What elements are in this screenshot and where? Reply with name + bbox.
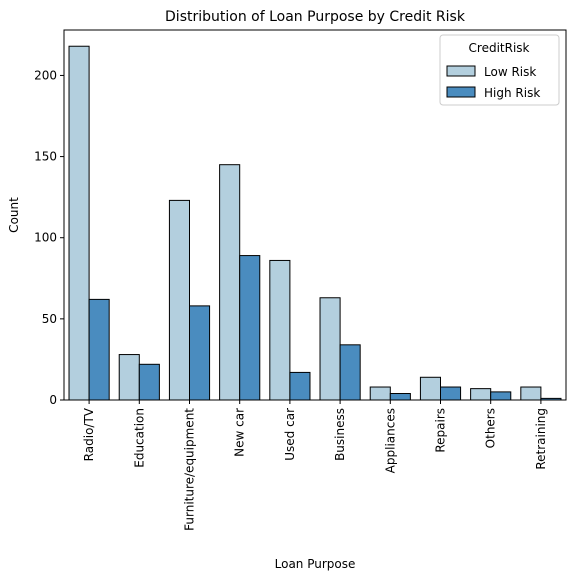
bar-high-risk-0 xyxy=(88,298,110,401)
x-tick-label-1: Education xyxy=(132,408,146,468)
plot-frame xyxy=(63,29,567,401)
x-tick-label-4: Used car xyxy=(283,408,297,461)
y-tick-label-2: 100 xyxy=(34,231,57,245)
bar-high-risk-3 xyxy=(239,255,261,401)
axes xyxy=(63,29,567,401)
chart-title: Distribution of Loan Purpose by Credit R… xyxy=(165,9,466,25)
y-ticks: 0 50 100 150 200 xyxy=(34,68,64,407)
bar-low-risk-1 xyxy=(118,354,140,401)
x-tick-label-5: Business xyxy=(333,408,347,461)
bar-low-risk-3 xyxy=(219,164,241,401)
bar-low-risk-4 xyxy=(269,259,291,401)
y-tick-label-4: 200 xyxy=(34,68,57,82)
legend-label-low-risk: Low Risk xyxy=(484,65,536,79)
bar-low-risk-7 xyxy=(419,376,442,401)
legend-items: Low Risk High Risk xyxy=(446,65,540,100)
x-tick-label-3: New car xyxy=(233,408,247,457)
bar-low-risk-0 xyxy=(68,45,90,401)
bar-high-risk-2 xyxy=(189,305,211,401)
bar-low-risk-8 xyxy=(470,388,492,401)
bar-high-risk-1 xyxy=(138,363,160,401)
legend: CreditRisk Low Risk High Risk xyxy=(439,34,560,106)
x-tick-label-2: Furniture/equipment xyxy=(183,408,197,531)
x-tick-label-7: Repairs xyxy=(434,408,448,453)
x-tick-label-6: Appliances xyxy=(383,408,397,473)
x-axis-label: Loan Purpose xyxy=(275,557,356,571)
y-tick-label-3: 150 xyxy=(34,150,57,164)
x-tick-label-9: Retraining xyxy=(534,408,548,470)
bar-high-risk-7 xyxy=(440,386,462,401)
x-tick-label-0: Radio/TV xyxy=(82,407,96,461)
bar-high-risk-5 xyxy=(339,344,361,401)
bar-low-risk-2 xyxy=(168,199,190,401)
x-tick-label-8: Others xyxy=(484,408,498,448)
x-ticks: Radio/TV Education Furniture/equipment New … xyxy=(82,400,548,531)
bar-low-risk-6 xyxy=(369,386,391,401)
legend-title: CreditRisk xyxy=(469,41,530,55)
bar-high-risk-6 xyxy=(389,393,411,401)
y-tick-label-1: 50 xyxy=(42,312,57,326)
y-tick-label-0: 0 xyxy=(49,393,57,407)
bar-high-risk-4 xyxy=(289,371,311,401)
bar-low-risk-9 xyxy=(520,386,542,401)
legend-label-high-risk: High Risk xyxy=(484,86,540,100)
legend-swatch-high-risk xyxy=(446,86,476,98)
y-axis-label: Count xyxy=(7,197,21,233)
bar-low-risk-5 xyxy=(319,297,341,401)
legend-swatch-low-risk xyxy=(446,65,476,77)
bar-high-risk-8 xyxy=(490,391,512,401)
bars xyxy=(68,45,562,401)
